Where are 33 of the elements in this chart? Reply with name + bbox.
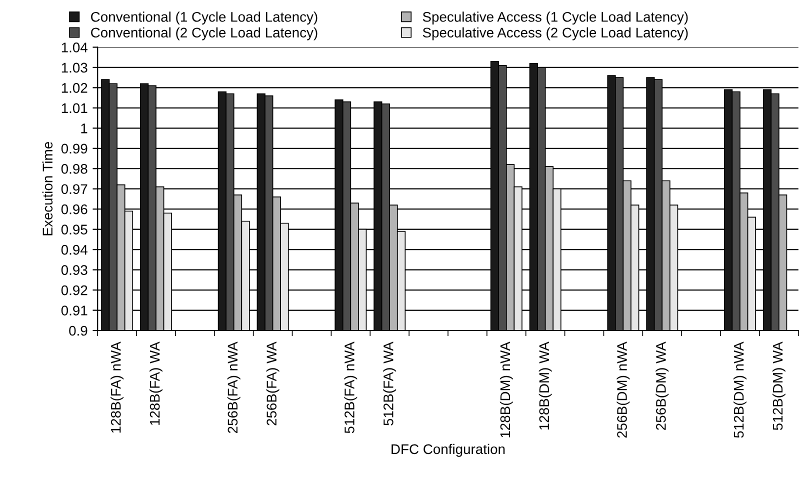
x-tick-label: 128B(DM) nWA [500, 342, 513, 438]
y-tick-label: 1.01 [62, 103, 88, 114]
y-tick-label: 0.99 [61, 144, 88, 154]
y-tick-label: 1.04 [62, 42, 88, 52]
x-tick-label: 512B(FA) WA [383, 342, 396, 426]
y-tick-label: 0.95 [61, 224, 88, 234]
y-tick-label: 0.98 [61, 164, 88, 174]
y-tick-label: 0.97 [61, 184, 88, 194]
y-tick-label: 0.91 [61, 306, 88, 316]
x-tick-label: 128B(FA) nWA [110, 342, 124, 433]
y-tick-label: 1.02 [62, 83, 88, 93]
y-tick-label: 0.92 [61, 285, 88, 296]
y-axis-title: Execution Time [42, 142, 53, 236]
x-tick-label: 128B(DM) WA [538, 342, 552, 430]
y-tick-label: 0.96 [61, 204, 88, 214]
legend-label: Conventional (1 Cycle Load Latency) [91, 12, 318, 25]
x-tick-label: 512B(DM) WA [772, 342, 786, 430]
y-tick-label: 1.03 [62, 62, 88, 73]
x-tick-label: 512B(DM) nWA [734, 342, 746, 438]
y-tick-label: 0.9 [69, 326, 88, 336]
x-axis-title: DFC Configuration [392, 444, 505, 457]
x-tick-label: 256B(DM) WA [656, 342, 669, 430]
x-tick-label: 256B(FA) nWA [227, 342, 240, 434]
legend-label: Speculative Access (2 Cycle Load Latency) [422, 27, 688, 40]
legend-label: Speculative Access (1 Cycle Load Latency) [422, 12, 688, 25]
x-tick-label: 512B(FA) nWA [344, 342, 358, 434]
y-tick-label: 1 [81, 124, 88, 134]
legend-label: Conventional (2 Cycle Load Latency) [91, 27, 318, 40]
x-tick-label: 128B(FA) WA [150, 342, 162, 425]
x-tick-label: 256B(FA) WA [266, 342, 280, 426]
y-tick-label: 0.93 [61, 265, 88, 275]
y-tick-label: 0.94 [61, 244, 88, 255]
x-tick-label: 256B(DM) nWA [616, 342, 630, 438]
